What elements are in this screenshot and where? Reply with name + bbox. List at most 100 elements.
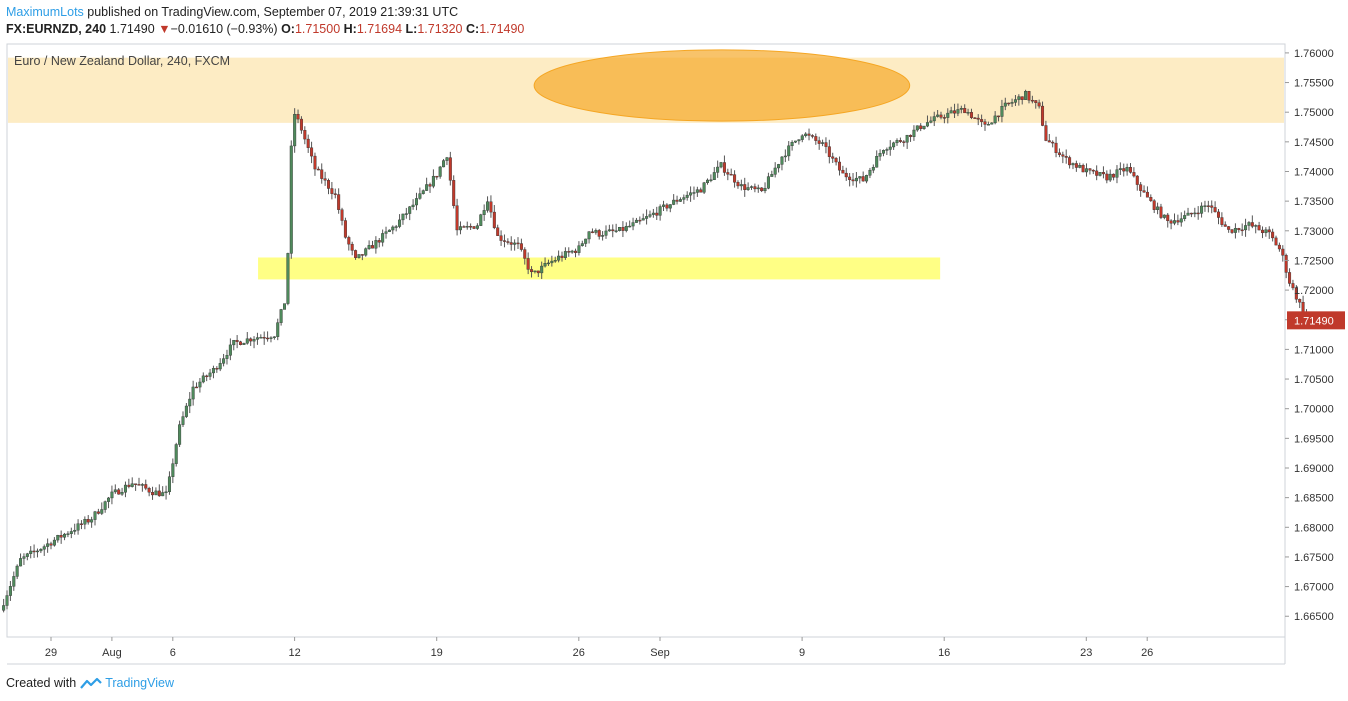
candle xyxy=(171,458,175,484)
candle-body xyxy=(885,149,889,151)
candle-body xyxy=(570,250,574,253)
price-axis[interactable]: 1.76000 1.75500 1.75000 1.74500 1.74000 1.735… xyxy=(1285,48,1345,623)
candle-body xyxy=(519,243,523,250)
candle-body xyxy=(1149,197,1153,201)
symbol-label: FX:EURNZD, 240 xyxy=(6,22,107,36)
candle-body xyxy=(144,484,148,489)
candle-body xyxy=(184,405,188,417)
price-tick-label: 1.71000 xyxy=(1294,344,1334,356)
candle xyxy=(1291,279,1295,291)
candle xyxy=(1098,172,1102,177)
candle xyxy=(222,353,226,367)
candle xyxy=(1162,214,1166,220)
candle-body xyxy=(858,176,862,179)
candle-body xyxy=(462,226,466,228)
candle xyxy=(66,531,70,538)
candle-body xyxy=(1091,169,1095,172)
candle-body xyxy=(442,160,446,168)
candle-body xyxy=(895,140,899,144)
candle-body xyxy=(486,201,490,211)
candle xyxy=(374,236,378,254)
candle xyxy=(337,188,341,214)
time-axis[interactable]: 29 Aug 6 12 19 26 Sep 9 16 23 26 xyxy=(45,637,1153,659)
candle-body xyxy=(584,238,588,244)
candle xyxy=(959,105,963,114)
candle xyxy=(953,103,957,118)
candle xyxy=(651,208,655,218)
candle xyxy=(831,152,835,163)
candle xyxy=(299,116,303,134)
time-tick-label: 29 xyxy=(45,647,57,659)
candle xyxy=(479,213,483,227)
candle-body xyxy=(865,175,869,182)
candle xyxy=(46,538,50,553)
candle xyxy=(32,544,36,558)
price-tick-label: 1.75500 xyxy=(1294,78,1334,90)
candle-body xyxy=(465,225,469,228)
candle-body xyxy=(898,140,902,142)
candle xyxy=(1030,95,1034,104)
candle-body xyxy=(597,230,601,237)
candle xyxy=(672,194,676,206)
candle xyxy=(668,204,672,213)
candle xyxy=(266,331,270,342)
candle-body xyxy=(881,150,885,154)
candle-body xyxy=(1260,229,1264,234)
candle xyxy=(536,270,540,278)
candle xyxy=(215,366,219,373)
candle xyxy=(191,380,195,406)
candle xyxy=(1264,227,1268,237)
candle xyxy=(743,177,747,197)
candle xyxy=(1085,163,1089,177)
candle xyxy=(486,196,490,213)
support-zone[interactable] xyxy=(258,257,941,280)
candle-body xyxy=(438,166,442,177)
candle-body xyxy=(46,543,50,547)
candle-body xyxy=(1081,165,1085,173)
candle xyxy=(733,170,737,188)
candle-body xyxy=(320,169,324,179)
author-link[interactable]: MaximumLots xyxy=(6,5,84,19)
candle xyxy=(398,214,402,229)
candle-body xyxy=(692,192,696,194)
candle-body xyxy=(140,484,144,486)
candle xyxy=(35,548,39,558)
highlight-ellipse[interactable] xyxy=(533,49,911,122)
candle xyxy=(188,392,192,414)
candle-body xyxy=(1010,102,1014,104)
candle xyxy=(780,156,784,171)
candle xyxy=(228,338,232,361)
candle-body xyxy=(601,235,605,237)
tradingview-link[interactable]: TradingView xyxy=(80,676,174,690)
candle-body xyxy=(364,248,368,256)
candle-body xyxy=(191,386,195,400)
candle-body xyxy=(469,225,473,228)
candle xyxy=(793,140,797,144)
candle-body xyxy=(614,230,618,232)
high-label: H: xyxy=(343,22,357,36)
candle-body xyxy=(722,162,726,173)
candle-body xyxy=(93,511,97,520)
candle-body xyxy=(567,251,571,253)
candle-body xyxy=(594,230,598,233)
candle-body xyxy=(557,255,561,261)
candle xyxy=(195,382,199,389)
candle xyxy=(1277,242,1281,252)
candle xyxy=(871,164,875,174)
candle-body xyxy=(641,218,645,221)
candle-body xyxy=(939,114,943,118)
candle-body xyxy=(22,556,26,559)
candle-body xyxy=(513,242,517,245)
candle xyxy=(756,184,760,193)
candle-body xyxy=(743,184,747,190)
price-tick-label: 1.72000 xyxy=(1294,285,1334,297)
candle-body xyxy=(1186,212,1190,216)
candle xyxy=(418,187,422,200)
candle-body xyxy=(340,209,344,221)
last-price: 1.71490 xyxy=(109,22,155,36)
candle-body xyxy=(408,206,412,214)
candle xyxy=(614,223,618,233)
candle xyxy=(1183,210,1187,222)
candle xyxy=(540,261,544,279)
